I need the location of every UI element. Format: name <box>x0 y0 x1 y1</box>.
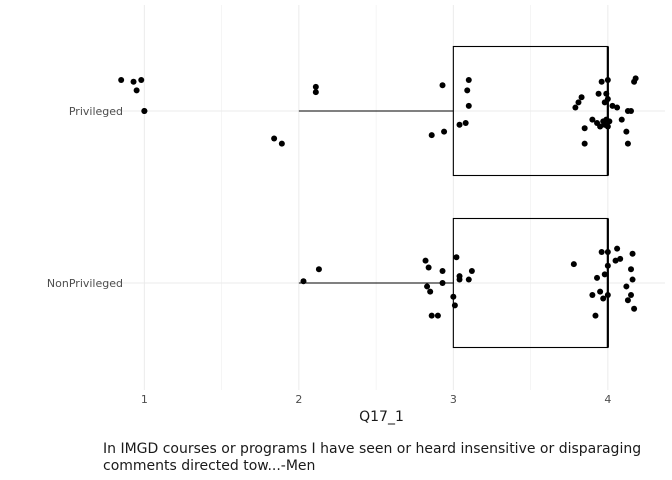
data-point <box>278 140 285 147</box>
data-point <box>601 271 608 278</box>
y-axis-ticks: Privileged NonPrivileged <box>47 105 123 290</box>
data-point <box>133 87 140 94</box>
data-point <box>598 78 605 85</box>
data-point <box>617 255 624 262</box>
data-point <box>450 293 457 300</box>
data-point <box>581 140 588 147</box>
data-point <box>439 267 446 274</box>
data-point <box>589 116 596 123</box>
data-point <box>609 102 616 109</box>
data-point <box>604 249 611 256</box>
grid-lines <box>98 5 665 390</box>
data-point <box>451 302 458 309</box>
data-point <box>434 312 441 319</box>
data-point <box>612 257 619 264</box>
data-point <box>604 292 611 299</box>
x-tick-label: 4 <box>604 393 611 406</box>
data-point <box>453 254 460 261</box>
data-point <box>628 266 635 273</box>
data-point <box>138 77 145 84</box>
x-tick-label: 3 <box>450 393 457 406</box>
data-points <box>118 75 639 319</box>
data-point <box>604 77 611 84</box>
data-point <box>618 116 625 123</box>
y-tick-label: Privileged <box>69 105 123 118</box>
data-point <box>597 123 604 130</box>
data-point <box>628 108 635 114</box>
data-point <box>597 288 604 295</box>
data-point <box>600 295 607 302</box>
data-point <box>468 267 475 274</box>
x-axis-title: Q17_1 <box>359 409 404 425</box>
data-point <box>427 288 434 295</box>
data-point <box>628 292 635 299</box>
data-point <box>456 121 463 128</box>
box-privileged <box>298 45 609 177</box>
data-point <box>271 135 278 142</box>
data-point <box>604 123 611 130</box>
data-point <box>624 140 631 147</box>
data-point <box>439 82 446 89</box>
data-point <box>614 245 621 252</box>
data-point <box>624 297 631 304</box>
data-point <box>598 249 605 256</box>
data-point <box>606 118 613 125</box>
x-tick-label: 1 <box>141 393 148 406</box>
data-point <box>312 89 319 96</box>
y-tick-label: NonPrivileged <box>47 277 123 290</box>
data-point <box>422 257 429 264</box>
box-nonprivileged <box>298 217 609 349</box>
data-point <box>632 75 639 82</box>
data-point <box>300 278 307 285</box>
data-point <box>631 305 638 312</box>
data-point <box>604 262 611 269</box>
data-point <box>315 266 322 273</box>
data-point <box>456 276 463 283</box>
box-plots <box>298 45 609 349</box>
data-point <box>141 108 148 114</box>
data-point <box>623 283 630 290</box>
chart-caption: In IMGD courses or programs I have seen … <box>103 441 642 474</box>
data-point <box>614 104 621 111</box>
data-point <box>441 128 448 135</box>
data-point <box>465 276 472 283</box>
data-point <box>424 283 431 290</box>
data-point <box>623 128 630 135</box>
data-point <box>428 312 435 319</box>
data-point <box>462 120 469 127</box>
data-point <box>312 83 319 90</box>
data-point <box>130 78 137 85</box>
x-axis-ticks: 1 2 3 4 <box>141 393 611 406</box>
data-point <box>575 99 582 106</box>
data-point <box>589 292 596 299</box>
x-tick-label: 2 <box>295 393 302 406</box>
data-point <box>595 90 602 97</box>
data-point <box>601 99 608 106</box>
data-point <box>581 125 588 132</box>
data-point <box>629 250 636 257</box>
data-point <box>465 77 472 84</box>
data-point <box>428 132 435 139</box>
data-point <box>464 87 471 94</box>
data-point <box>570 261 577 268</box>
data-point <box>594 274 601 281</box>
data-point <box>572 104 579 111</box>
data-point <box>603 90 610 97</box>
data-point <box>439 280 446 286</box>
data-point <box>118 77 125 84</box>
data-point <box>592 312 599 319</box>
data-point <box>578 94 585 101</box>
data-point <box>465 102 472 109</box>
data-point <box>425 264 432 271</box>
data-point <box>629 276 636 283</box>
